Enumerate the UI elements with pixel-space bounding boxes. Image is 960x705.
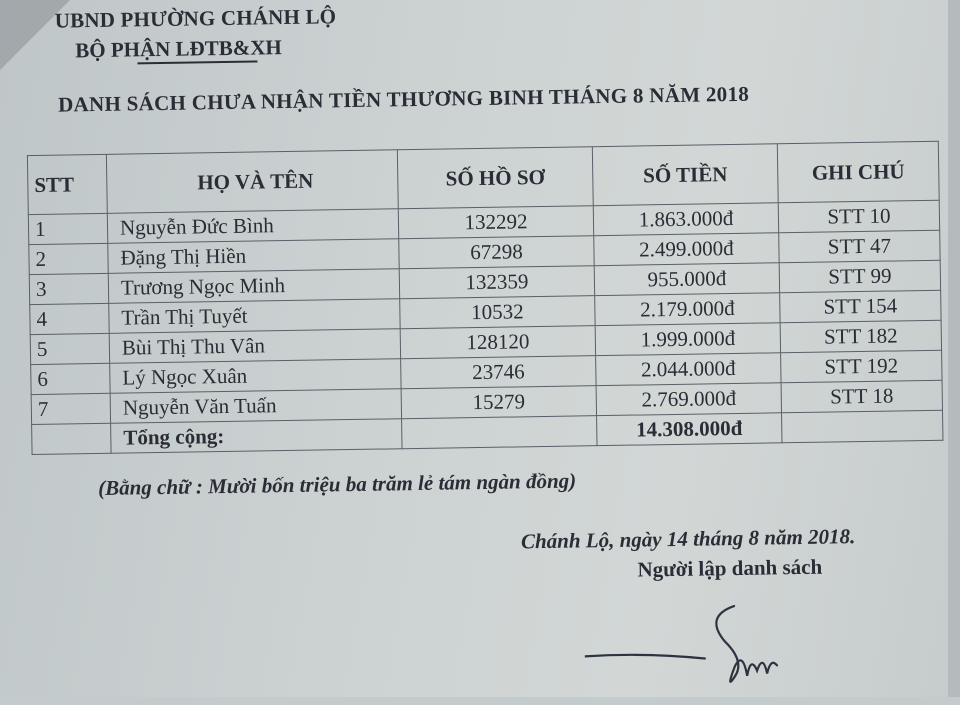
total-empty-cell xyxy=(401,415,598,449)
full-name-cell: Trương Ngọc Minh xyxy=(108,268,400,304)
full-name-cell: Lý Ngọc Xuân xyxy=(109,358,402,394)
amount-in-words: (Bằng chữ : Mười bốn triệu ba trăm lẻ tá… xyxy=(97,468,577,501)
row-number-cell: 5 xyxy=(30,333,110,365)
signature xyxy=(583,604,779,683)
column-header-note: GHI CHÚ xyxy=(777,141,940,203)
total-value: 14.308.000đ xyxy=(596,412,782,446)
file-number-cell: 132359 xyxy=(399,265,595,299)
total-empty-cell xyxy=(31,423,112,455)
department-label: BỘ PHẬN LĐTB&XH xyxy=(75,35,282,63)
file-number-cell: 10532 xyxy=(399,295,596,329)
file-number-cell: 132292 xyxy=(398,205,594,239)
column-header-file-number: SỐ HỒ SƠ xyxy=(397,146,594,209)
note-cell: STT 99 xyxy=(779,260,941,293)
file-number-cell: 67298 xyxy=(398,235,595,269)
beneficiary-table: STT HỌ VÀ TÊN SỐ HỒ SƠ SỐ TIỀN GHI CHÚ 1… xyxy=(27,141,944,455)
amount-cell: 2.179.000đ xyxy=(594,292,781,326)
file-number-cell: 23746 xyxy=(400,355,597,389)
paper-edge xyxy=(948,0,960,697)
full-name-cell: Bùi Thị Thu Vân xyxy=(109,328,401,364)
note-cell: STT 192 xyxy=(780,350,943,383)
paper-corner-shadow xyxy=(0,0,70,70)
file-number-cell: 15279 xyxy=(401,385,597,419)
row-number-cell: 1 xyxy=(28,213,108,245)
total-label: Tổng cộng: xyxy=(110,418,403,454)
note-cell: STT 47 xyxy=(778,230,941,263)
amount-cell: 1.999.000đ xyxy=(595,322,781,356)
authority-name: UBND PHƯỜNG CHÁNH LỘ xyxy=(54,4,337,33)
note-cell: STT 18 xyxy=(781,380,943,413)
file-number-cell: 128120 xyxy=(400,325,596,359)
full-name-cell: Đặng Thị Hiền xyxy=(107,238,400,274)
full-name-cell: Trần Thị Tuyết xyxy=(108,298,401,334)
column-header-stt: STT xyxy=(27,154,108,215)
row-number-cell: 2 xyxy=(28,243,109,275)
note-cell: STT 10 xyxy=(778,200,940,233)
department-name: BỘ PHẬN LĐTB&XH xyxy=(75,35,282,64)
amount-cell: 2.044.000đ xyxy=(595,352,782,386)
row-number-cell: 6 xyxy=(30,363,111,395)
row-number-cell: 4 xyxy=(29,303,110,335)
amount-cell: 955.000đ xyxy=(594,262,780,296)
full-name-cell: Nguyễn Văn Tuấn xyxy=(110,388,402,424)
amount-cell: 2.499.000đ xyxy=(593,232,780,266)
column-header-amount: SỐ TIỀN xyxy=(592,143,779,206)
full-name-cell: Nguyễn Đức Bình xyxy=(107,208,399,244)
note-cell: STT 154 xyxy=(779,290,942,323)
place-date: Chánh Lộ, ngày 14 tháng 8 năm 2018. xyxy=(520,524,856,554)
note-cell: STT 182 xyxy=(780,320,942,353)
row-number-cell: 7 xyxy=(31,393,111,425)
amount-cell: 1.863.000đ xyxy=(593,202,779,236)
column-header-name: HỌ VÀ TÊN xyxy=(106,149,399,214)
amount-cell: 2.769.000đ xyxy=(596,382,782,416)
total-empty-cell xyxy=(781,410,943,443)
signer-title: Người lập danh sách xyxy=(637,554,823,582)
row-number-cell: 3 xyxy=(29,273,109,305)
document-title: DANH SÁCH CHƯA NHẬN TIỀN THƯƠNG BINH THÁ… xyxy=(57,81,750,117)
